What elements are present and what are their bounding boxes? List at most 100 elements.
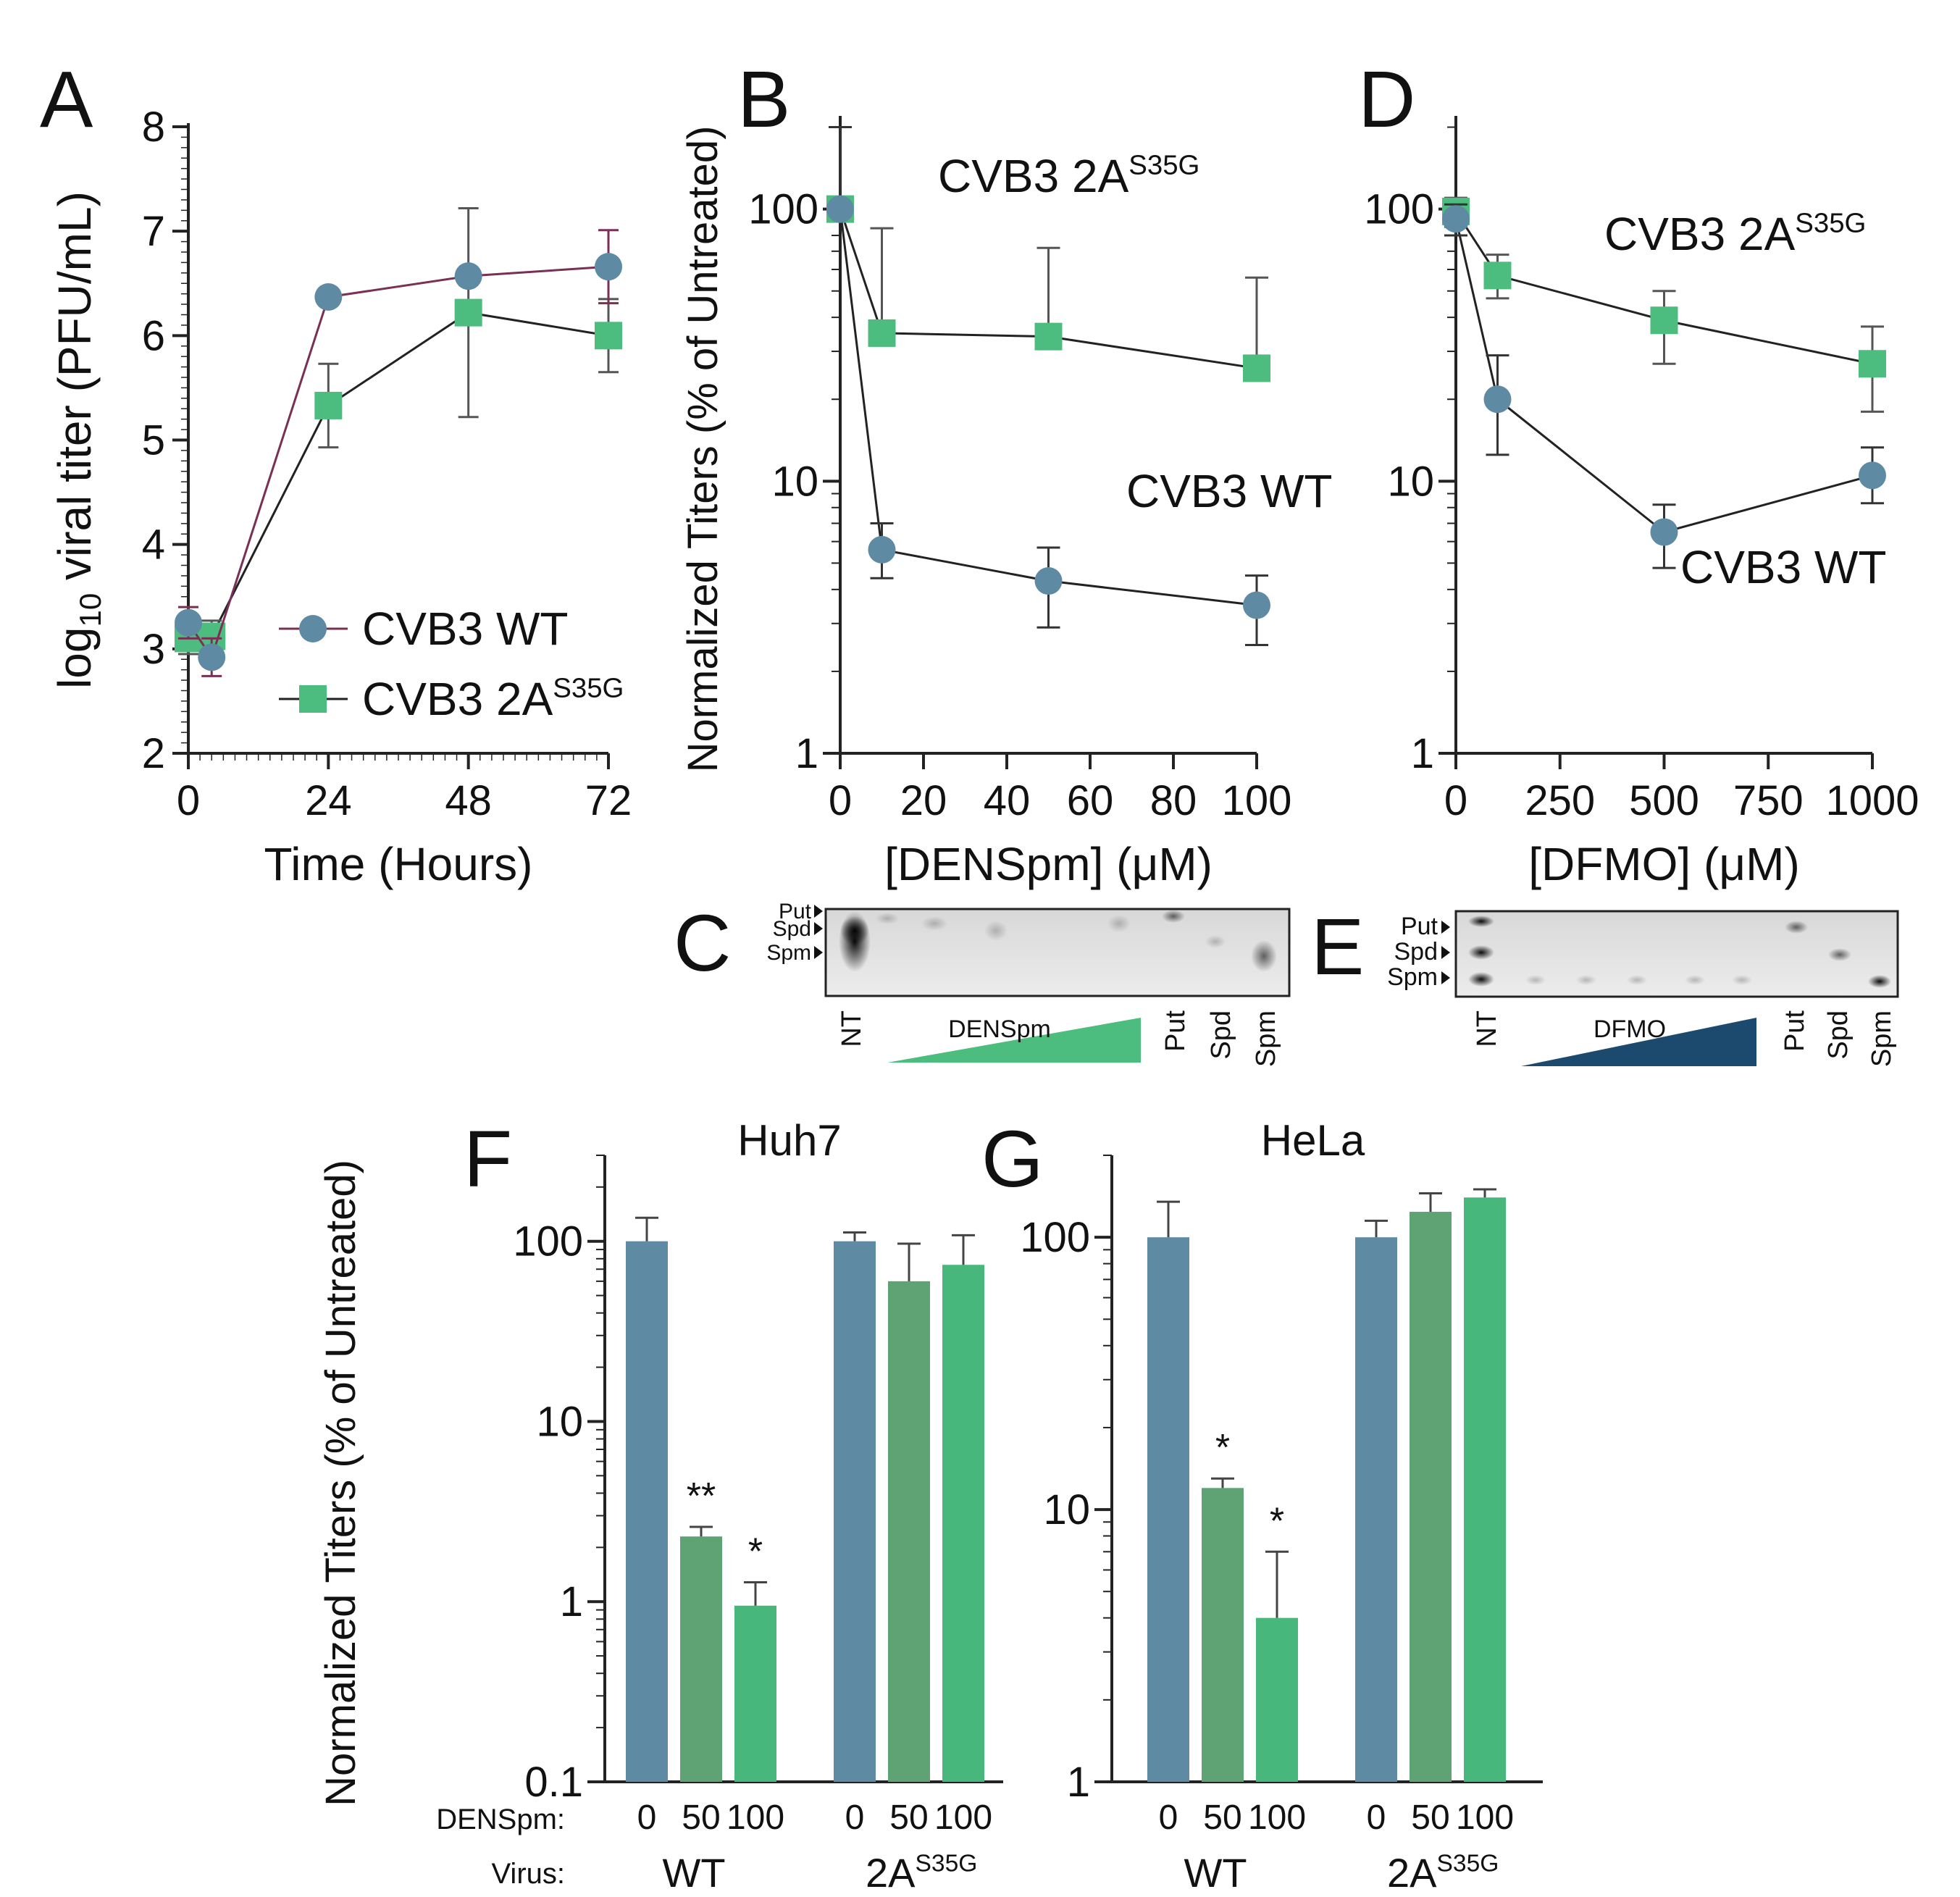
gel-e-marker-arrow — [1441, 946, 1450, 959]
gel-e-lane-label: NT — [1472, 1010, 1502, 1047]
gel-e-lane-spot — [1685, 975, 1705, 985]
b-x-tick-label: 100 — [1222, 777, 1292, 824]
a-y-tick-label: 4 — [142, 522, 165, 569]
gel-c-lane-label: Spm — [1251, 1010, 1281, 1067]
g-dose-label: 50 — [1411, 1798, 1449, 1837]
gel-e-marker-label: Spm — [1387, 963, 1438, 991]
d-data-point — [1442, 205, 1470, 233]
panel-letter-f: F — [464, 1115, 512, 1204]
b-x-tick-label: 40 — [984, 777, 1031, 824]
d-y-tick-label: 100 — [1364, 186, 1434, 233]
b-series-line-1 — [839, 209, 1257, 607]
gel-c-spd-spot — [1205, 935, 1226, 948]
b-x-tick-label: 0 — [829, 777, 852, 824]
a-legend-marker-wt — [299, 615, 327, 642]
f-significance-star: ** — [687, 1475, 716, 1517]
g-bar — [1147, 1237, 1189, 1782]
panel-letter-b: B — [737, 55, 790, 144]
gel-e-marker-arrow — [1441, 921, 1450, 934]
d-x-tick-label: 1000 — [1825, 777, 1919, 824]
g-y-tick-label: 100 — [1020, 1214, 1090, 1261]
gel-c-gradient-label: DENSpm — [948, 1015, 1051, 1043]
b-y-tick-label: 10 — [771, 458, 818, 505]
d-y-tick-label: 1 — [1411, 730, 1434, 777]
f-dose-label: 50 — [889, 1798, 928, 1837]
g-bar — [1202, 1488, 1244, 1782]
gel-e-put-spot — [1785, 921, 1808, 934]
g-y-tick-label: 1 — [1067, 1759, 1090, 1806]
g-bar — [1464, 1197, 1506, 1782]
gel-c-spm-spot — [1251, 940, 1277, 972]
gel-e-nt-spot-3 — [1468, 972, 1494, 987]
gel-e-marker-label: Spd — [1394, 938, 1438, 966]
g-bar — [1256, 1617, 1298, 1782]
f-group-label: WT — [662, 1850, 725, 1896]
f-significance-star: * — [748, 1531, 763, 1573]
gel-e-spm-spot — [1868, 975, 1891, 988]
d-x-axis-label: [DFMO] (μM) — [1528, 838, 1800, 890]
g-dose-label: 100 — [1248, 1798, 1306, 1837]
a-series-line-1 — [188, 311, 609, 640]
f-bar — [888, 1281, 930, 1782]
g-significance-star: * — [1215, 1427, 1230, 1469]
d-y-tick-label: 10 — [1387, 458, 1434, 505]
d-data-point — [1650, 518, 1678, 546]
g-title: HeLa — [1261, 1116, 1365, 1165]
d-data-point — [1483, 261, 1512, 290]
a-y-axis-label: log10 viral titer (PFU/mL) — [49, 191, 107, 689]
f-y-tick-label: 10 — [536, 1398, 583, 1445]
g-dose-label: 0 — [1367, 1798, 1386, 1837]
b-annotation-mut: CVB3 2AS35G — [938, 150, 1199, 202]
gel-c-marker-label: Spd — [773, 917, 811, 941]
g-group-label: WT — [1184, 1850, 1247, 1896]
gel-c-marker-arrow — [814, 946, 823, 959]
b-data-point — [1034, 567, 1063, 595]
gel-c-put-spot — [1162, 910, 1185, 923]
g-y-tick-label: 10 — [1043, 1486, 1090, 1533]
a-data-point — [175, 608, 202, 637]
gel-c-lane-spot — [876, 913, 899, 924]
g-dose-label: 0 — [1159, 1798, 1178, 1837]
d-series-line-1 — [1454, 218, 1873, 534]
gel-e-nt-spot-2 — [1468, 945, 1494, 960]
gel-c-lane-spot — [921, 916, 947, 931]
b-data-point — [1034, 322, 1063, 351]
panel-letter-c: C — [674, 899, 731, 988]
b-annotation-wt: CVB3 WT — [1126, 465, 1332, 517]
d-series-line-0 — [1454, 211, 1873, 365]
f-y-axis-label: Normalized Titers (% of Untreated) — [317, 1160, 364, 1806]
b-data-point — [868, 319, 896, 347]
f-bar — [834, 1241, 876, 1782]
a-x-tick-label: 0 — [177, 777, 200, 824]
panel-letter-g: G — [981, 1115, 1044, 1204]
b-y-tick-label: 100 — [748, 186, 818, 233]
f-group-label: 2AS35G — [866, 1850, 977, 1896]
f-y-tick-label: 100 — [513, 1218, 583, 1265]
a-data-point — [314, 391, 343, 419]
gel-c-marker-label: Put — [779, 900, 812, 924]
a-data-point — [595, 253, 622, 281]
b-y-axis-label: Normalized Titers (% of Untreated) — [679, 126, 726, 773]
b-data-point — [868, 535, 896, 564]
gel-e-nt-spot — [1468, 916, 1494, 927]
gel-c-frame — [824, 908, 1291, 997]
a-data-point — [314, 282, 343, 311]
d-x-tick-label: 0 — [1444, 777, 1467, 824]
f-row-label-virus: Virus: — [491, 1858, 565, 1890]
gel-e-lane-label: Spd — [1823, 1010, 1854, 1060]
gel-e-lane-spot — [1576, 975, 1596, 985]
d-data-point — [1483, 385, 1512, 414]
b-x-tick-label: 80 — [1150, 777, 1197, 824]
gel-e-spd-spot — [1828, 948, 1851, 961]
gel-e-marker-arrow — [1441, 971, 1450, 984]
gel-e-lane-spot — [1732, 975, 1752, 985]
f-dose-label: 0 — [845, 1798, 865, 1837]
g-bar — [1410, 1212, 1452, 1782]
b-data-point — [826, 195, 854, 223]
chart-a: 2 3 4 5 6 7 8 0 24 48 72 Time (Hours) log10 viral ti… — [49, 104, 632, 890]
gel-e-lane-spot — [1525, 975, 1546, 985]
a-data-point — [454, 262, 482, 290]
